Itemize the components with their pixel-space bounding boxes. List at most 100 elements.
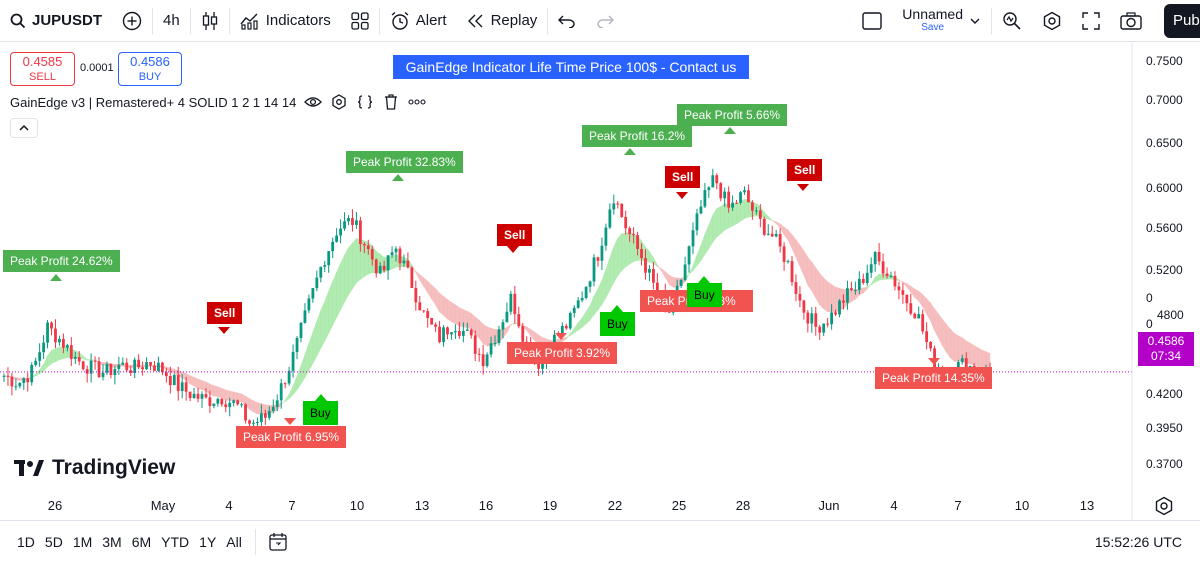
buy-button[interactable]: 0.4586 BUY [118, 52, 182, 86]
candle-body [267, 410, 271, 418]
alert-button[interactable]: Alert [380, 0, 457, 42]
buy-signal[interactable]: Buy [687, 283, 722, 307]
peak-profit-label[interactable]: Peak Profit 16.2% [582, 125, 693, 147]
collapse-legend-button[interactable] [10, 118, 38, 138]
candle-body [521, 326, 525, 342]
fullscreen-button[interactable] [1072, 0, 1110, 42]
interval-button[interactable]: 4h [153, 0, 190, 42]
candle-body [394, 248, 398, 253]
source-code-icon[interactable] [356, 93, 374, 111]
peak-profit-label[interactable]: Peak Profit 14.35% [875, 367, 992, 389]
cloud-segment-bear [819, 272, 824, 310]
sell-signal[interactable]: Sell [787, 159, 823, 181]
cloud-segment-bull [312, 321, 318, 364]
replay-label: Replay [490, 12, 538, 29]
cloud-segment-bull [348, 242, 353, 296]
chart-canvas[interactable]: 0.7500 0.7000 0.6500 0.6000 0.5600 0.520… [0, 43, 1200, 520]
layout-save-label: Save [921, 21, 945, 33]
replay-button[interactable]: Replay [457, 0, 548, 42]
cloud-segment-bear [229, 390, 234, 401]
layout-toggle[interactable] [852, 0, 892, 42]
templates-button[interactable] [341, 0, 379, 42]
tradingview-logo[interactable]: TradingView [14, 456, 175, 480]
more-icon[interactable] [408, 93, 426, 111]
candle-body [703, 190, 707, 207]
chart-type-button[interactable] [191, 0, 229, 42]
indicator-legend[interactable]: GainEdge v3 | Remastered+ 4 SOLID 1 2 1 … [4, 91, 433, 113]
range-3m[interactable]: 3M [102, 534, 122, 550]
candle-body [358, 220, 362, 245]
cloud-segment-bear [950, 328, 955, 363]
go-to-date-button[interactable] [264, 521, 292, 563]
price-axis[interactable]: 0.7500 0.7000 0.6500 0.6000 0.5600 0.520… [1146, 54, 1184, 471]
trash-icon[interactable] [382, 93, 400, 111]
buy-signal[interactable]: Buy [303, 401, 338, 425]
peak-profit-label[interactable]: Peak Profit 24.62% [3, 250, 120, 272]
cloud-segment-bear [958, 335, 963, 362]
candle-body [893, 275, 897, 287]
redo-button[interactable] [586, 0, 624, 42]
sell-signal[interactable]: Sell [497, 224, 533, 246]
sell-signal[interactable]: Sell [207, 302, 243, 324]
range-1y[interactable]: 1Y [199, 534, 217, 550]
candle-body [430, 318, 434, 325]
sell-signal[interactable]: Sell [665, 166, 701, 188]
peak-profit-label[interactable]: Peak Profit 6.95% [236, 426, 347, 448]
candle-body [687, 246, 691, 265]
eye-icon[interactable] [304, 93, 323, 111]
settings-button[interactable] [1032, 0, 1072, 42]
undo-button[interactable] [548, 0, 586, 42]
candle-body [517, 314, 521, 327]
candle-body [30, 364, 34, 383]
cloud-segment-bear [906, 283, 912, 294]
cloud-segment-bear [526, 326, 531, 337]
range-all[interactable]: All [226, 534, 242, 550]
candlesticks [2, 168, 992, 432]
candle-body [695, 213, 699, 231]
candle-body [683, 264, 687, 280]
candle-body [636, 235, 639, 249]
range-1d[interactable]: 1D [17, 534, 35, 550]
cloud-segment-bear [257, 402, 262, 415]
snapshot-button[interactable] [1110, 0, 1152, 42]
indicators-icon [240, 12, 260, 30]
candle-body [271, 406, 275, 411]
cloud-segment-bear [783, 226, 789, 241]
indicators-label: Indicators [265, 12, 331, 29]
candle-body [501, 322, 505, 330]
range-1m[interactable]: 1M [72, 534, 93, 550]
candle-body [877, 251, 881, 262]
layout-name-button[interactable]: Unnamed Save [892, 0, 991, 42]
settings-icon[interactable] [330, 93, 348, 111]
sell-button[interactable]: 0.4585 SELL [10, 52, 75, 86]
candle-body [220, 398, 224, 405]
cloud-segment-bear [902, 281, 908, 288]
candle-body [196, 393, 200, 399]
compare-button[interactable] [112, 0, 152, 42]
chart-settings-button[interactable] [1154, 496, 1174, 516]
cloud-segment-bear [233, 391, 238, 402]
symbol-search[interactable]: JUPUSDT [0, 0, 112, 42]
peak-profit-label[interactable]: Peak Profit 3.92% [507, 342, 618, 364]
peak-profit-label[interactable]: Peak Profit 32.83% [346, 151, 463, 173]
indicator-title: GainEdge v3 | Remastered+ 4 SOLID 1 2 1 … [10, 94, 297, 110]
cloud-segment-bear [486, 326, 492, 347]
peak-profit-label[interactable]: Peak Profit 5.66% [677, 104, 788, 126]
candle-body [279, 383, 283, 401]
candle-body [477, 353, 481, 355]
candle-body [576, 300, 580, 308]
quick-search-button[interactable] [992, 0, 1032, 42]
publish-button[interactable]: Pub [1164, 3, 1200, 38]
candle-body [762, 218, 766, 235]
cloud-segment-bear [910, 285, 916, 299]
range-6m[interactable]: 6M [131, 534, 152, 550]
indicators-button[interactable]: Indicators [230, 0, 341, 42]
sell-price: 0.4585 [22, 54, 63, 69]
utc-clock[interactable]: 15:52:26 UTC [1094, 534, 1182, 550]
range-ytd[interactable]: YTD [161, 534, 190, 550]
range-5d[interactable]: 5D [44, 534, 63, 550]
time-tick: 26 [48, 498, 62, 513]
bar-countdown: 07:34 [1150, 349, 1182, 363]
time-axis[interactable]: 26 May 4 7 10 13 16 19 22 25 28 Jun 4 7 … [48, 498, 1094, 513]
buy-signal[interactable]: Buy [600, 312, 635, 336]
